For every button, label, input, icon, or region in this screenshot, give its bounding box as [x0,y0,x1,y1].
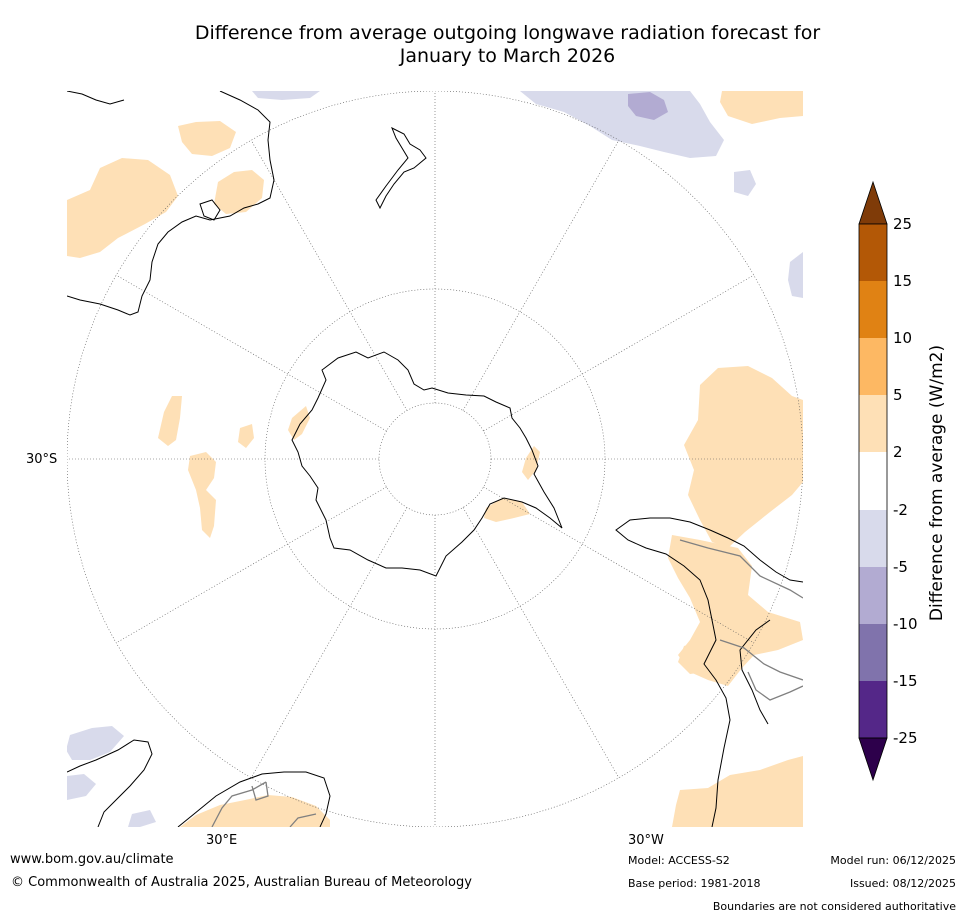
indonesia-coastline [67,91,125,105]
anomaly-negative-east-edge [788,252,803,298]
anomaly-positive-indian-ocean-b [188,452,216,538]
footer-disclaimer: Boundaries are not considered authoritat… [712,900,956,913]
label-30s: 30°S [26,452,58,467]
anomaly-positive-antarctica-coast [288,406,310,440]
anomaly-negative-bottom-left [128,810,156,827]
colorbar-tick-5: 5 [893,386,903,404]
africa-boundary [211,781,317,827]
colorbar-band-minus2-minus5 [859,510,887,567]
anomaly-negative-pacific-core [628,92,668,120]
southern-africa-coastline [177,771,331,827]
anomaly-shading [67,91,803,827]
colorbar-extend-under [858,737,888,782]
anomaly-positive-indonesia [178,121,236,156]
coastlines [67,91,803,827]
anomaly-positive-africa [180,795,330,827]
colorbar-extend-over [858,180,888,225]
colorbar-tick-10: 10 [893,329,913,347]
new-zealand-coastline [375,126,427,210]
anomaly-positive-weddell [484,498,530,522]
chart-title: Difference from average outgoing longwav… [0,22,965,68]
footer-base-period: Base period: 1981-2018 [628,877,761,890]
south-america-west-coast [739,619,771,725]
africa-coastline [67,739,153,827]
colorbar-tick-minus25: -25 [893,729,918,747]
title-line-1: Difference from average outgoing longwav… [194,22,821,44]
country-boundaries [211,539,803,827]
colorbar-band-minus10-minus15 [859,624,887,681]
colorbar-band-15-25 [859,224,887,281]
meridian-lines [67,91,803,827]
colorbar-band-minus15-minus25 [859,681,887,738]
anomaly-positive-indian-ocean-c [238,424,254,448]
anomaly-negative-top-centre [252,91,320,100]
colorbar-tick-minus5: -5 [893,558,908,576]
footer-issued: Issued: 08/12/2025 [849,877,956,890]
colorbar [858,180,888,782]
colorbar-band-2-5 [859,395,887,452]
colorbar-band-minus5-minus10 [859,567,887,624]
colorbar-band-10-15 [859,281,887,338]
south-america-boundary [679,539,803,701]
colorbar-tick-15: 15 [893,272,913,290]
anomaly-positive-australia-north [214,170,264,214]
anomaly-negative-west-b [67,774,96,800]
anomaly-positive-peninsula [522,446,540,480]
colorbar-tick-minus2: -2 [893,501,908,519]
colorbar-band-5-10 [859,338,887,395]
title-line-2: January to March 2026 [399,45,616,67]
footer-model-run: Model run: 06/12/2025 [830,854,956,867]
anomaly-negative-west-africa [67,726,124,760]
australia-coastline [67,91,275,316]
anomaly-positive-indian-ocean-a [158,396,182,446]
colorbar-tick-minus10: -10 [893,615,918,633]
graticule [67,91,803,827]
anomaly-positive-south-atlantic [672,756,803,827]
colorbar-tick-minus15: -15 [893,672,918,690]
label-30w: 30°W [628,833,664,848]
colorbar-tick-25: 25 [893,215,913,233]
anomaly-negative-pacific-north [520,91,724,158]
map-area [67,91,803,827]
tasmania-coastline [199,199,221,221]
anomaly-positive-pacific-ne [720,91,803,124]
anomaly-positive-australia-west [67,158,178,258]
anomaly-positive-east-pacific [684,366,803,548]
colorbar-outline [858,223,888,739]
anomaly-negative-east-small [734,170,756,196]
colorbar-tick-2: 2 [893,443,903,461]
antarctica-coastline [291,351,563,577]
colorbar-band-neutral [859,452,887,510]
footer-url[interactable]: www.bom.gov.au/climate [10,852,174,867]
label-30e: 30°E [206,833,238,848]
footer-model: Model: ACCESS-S2 [628,854,730,867]
footer-copyright: © Commonwealth of Australia 2025, Austra… [11,875,472,890]
colorbar-title: Difference from average (W/m2) [927,344,947,622]
south-america-coastline [615,517,803,827]
